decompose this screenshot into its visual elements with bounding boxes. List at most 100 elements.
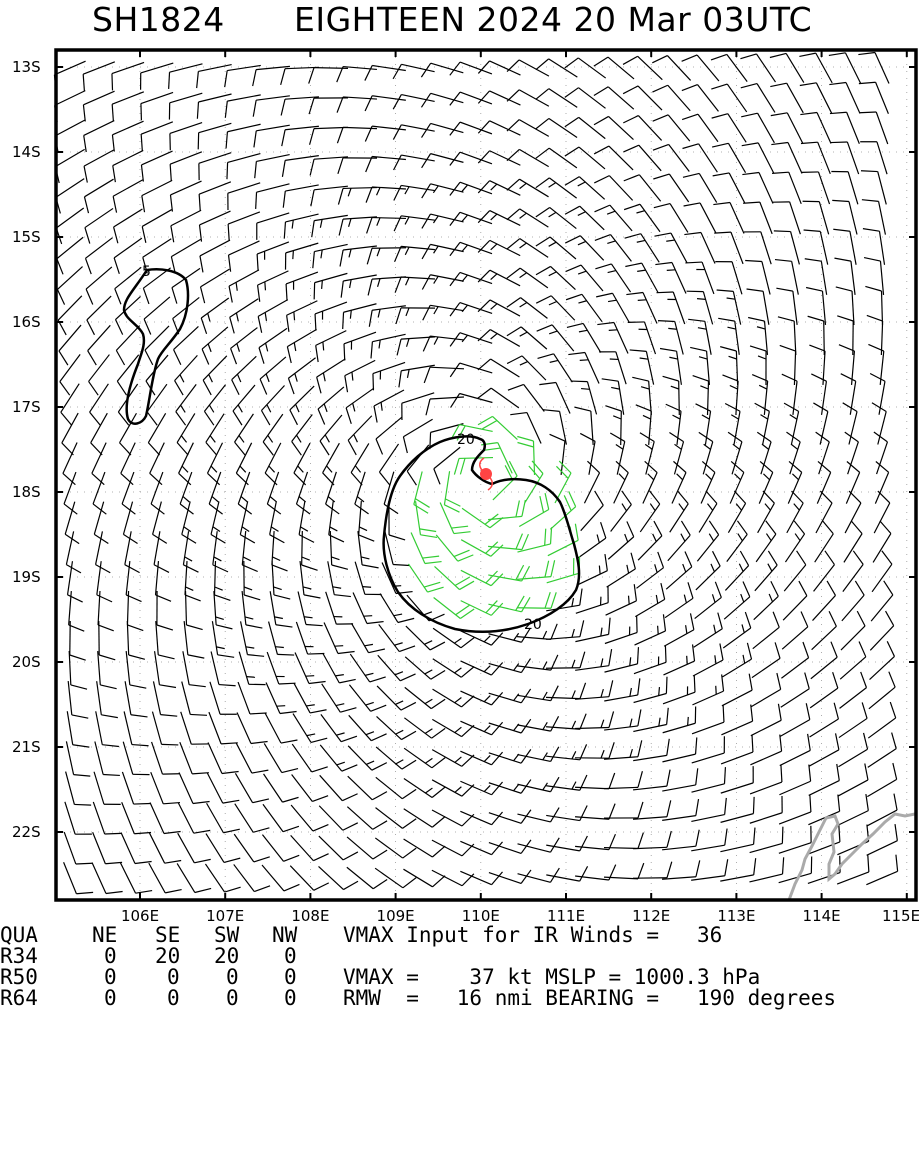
wind-barb xyxy=(829,53,861,83)
wind-barb xyxy=(751,704,781,736)
wind-barb xyxy=(800,113,831,144)
wind-barb xyxy=(385,531,410,565)
wind-barb xyxy=(113,180,143,213)
wind-barb xyxy=(770,53,804,82)
wind-barb xyxy=(434,597,475,618)
wind-barb xyxy=(831,172,858,205)
wind-barb xyxy=(423,336,464,351)
wind-barb xyxy=(319,836,358,860)
wind-barb xyxy=(236,443,251,485)
wind-barb xyxy=(214,591,233,629)
lon-label: 106E xyxy=(121,907,159,924)
wind-barb xyxy=(810,672,838,708)
wind-barb xyxy=(199,182,231,211)
lon-label: 110E xyxy=(462,907,500,924)
wind-barb xyxy=(780,703,810,736)
figure-title: SH1824 EIGHTEEN 2024 20 Mar 03UTC xyxy=(0,0,919,44)
wind-barb xyxy=(581,491,604,531)
wind-barb xyxy=(141,151,172,181)
wind-barb xyxy=(779,765,810,795)
wind-barb xyxy=(788,461,801,503)
wind-barb xyxy=(539,383,570,414)
wind-barb xyxy=(652,56,690,81)
lon-label: 115E xyxy=(882,907,919,924)
wind-barb xyxy=(584,461,599,503)
wind-barb xyxy=(594,57,634,79)
wind-barb xyxy=(258,300,288,333)
wind-barb xyxy=(547,556,580,582)
wind-barb xyxy=(170,181,201,212)
wind-barb xyxy=(451,394,493,408)
wind-barb xyxy=(625,234,660,263)
wind-barb xyxy=(870,374,885,415)
wind-barb xyxy=(230,299,259,334)
wind-barb xyxy=(450,62,492,75)
wind-barb xyxy=(829,83,860,114)
wind-barb xyxy=(84,179,113,213)
col-header-ne: NE xyxy=(92,925,117,946)
wind-barb xyxy=(722,643,751,677)
wind-barb xyxy=(779,826,811,853)
wind-barb xyxy=(780,734,810,766)
wind-barb xyxy=(259,328,287,363)
wind-barb xyxy=(353,592,384,623)
wind-barb xyxy=(787,491,803,533)
wind-barb xyxy=(432,780,474,796)
wind-barb xyxy=(813,403,827,445)
wind-barb xyxy=(838,763,868,796)
wind-barb xyxy=(460,721,502,735)
wind-barb xyxy=(66,531,81,573)
wind-barb xyxy=(125,531,140,572)
wind-barb xyxy=(290,866,328,891)
wind-barb xyxy=(625,263,658,293)
wind-barb xyxy=(96,531,111,572)
wind-barb xyxy=(772,172,801,204)
wind-barb xyxy=(170,123,202,151)
wind-barb xyxy=(379,624,415,651)
wind-barb xyxy=(237,712,268,743)
wind-barb xyxy=(91,413,108,455)
lon-label: 114E xyxy=(803,907,841,924)
wind-barb xyxy=(784,403,799,445)
wind-barb xyxy=(748,317,767,354)
wind-barb xyxy=(351,623,384,652)
wind-barb xyxy=(810,703,839,737)
wind-barb xyxy=(436,535,473,561)
wind-barb xyxy=(317,359,346,393)
wind-barb xyxy=(715,262,742,295)
wind-barb xyxy=(817,461,830,503)
wind-barb xyxy=(424,367,464,383)
wind-barb xyxy=(408,564,443,592)
wind-barb xyxy=(432,750,474,767)
wind-barb xyxy=(846,461,859,503)
wind-contours: 5 20 20 xyxy=(124,264,579,633)
wind-barb xyxy=(238,682,267,714)
wind-barb xyxy=(403,869,445,887)
wind-barb xyxy=(123,742,149,775)
wind-barb xyxy=(785,521,804,562)
wind-barb xyxy=(690,347,709,385)
lon-label: 109E xyxy=(377,907,415,924)
wind-barb xyxy=(432,840,474,856)
wind-barb xyxy=(177,413,195,455)
wind-barb xyxy=(867,824,898,855)
wind-barb xyxy=(112,92,144,121)
wind-barb xyxy=(870,611,893,650)
wind-barb xyxy=(809,764,840,795)
wind-barb xyxy=(204,385,225,425)
wind-barb xyxy=(742,173,773,204)
wind-barb xyxy=(84,121,115,152)
storm-center xyxy=(480,458,493,490)
wind-barb xyxy=(728,491,745,533)
wind-barb xyxy=(713,173,745,203)
wind-barb xyxy=(517,686,558,701)
lon-label: 112E xyxy=(632,907,670,924)
wind-barb xyxy=(322,684,357,712)
wind-barb xyxy=(267,472,280,514)
wind-barb xyxy=(488,534,528,550)
wind-barb xyxy=(423,305,464,320)
wind-barb xyxy=(371,334,406,358)
wind-barb xyxy=(536,89,577,108)
wind-barb xyxy=(478,181,520,196)
wind-barb xyxy=(596,293,629,322)
